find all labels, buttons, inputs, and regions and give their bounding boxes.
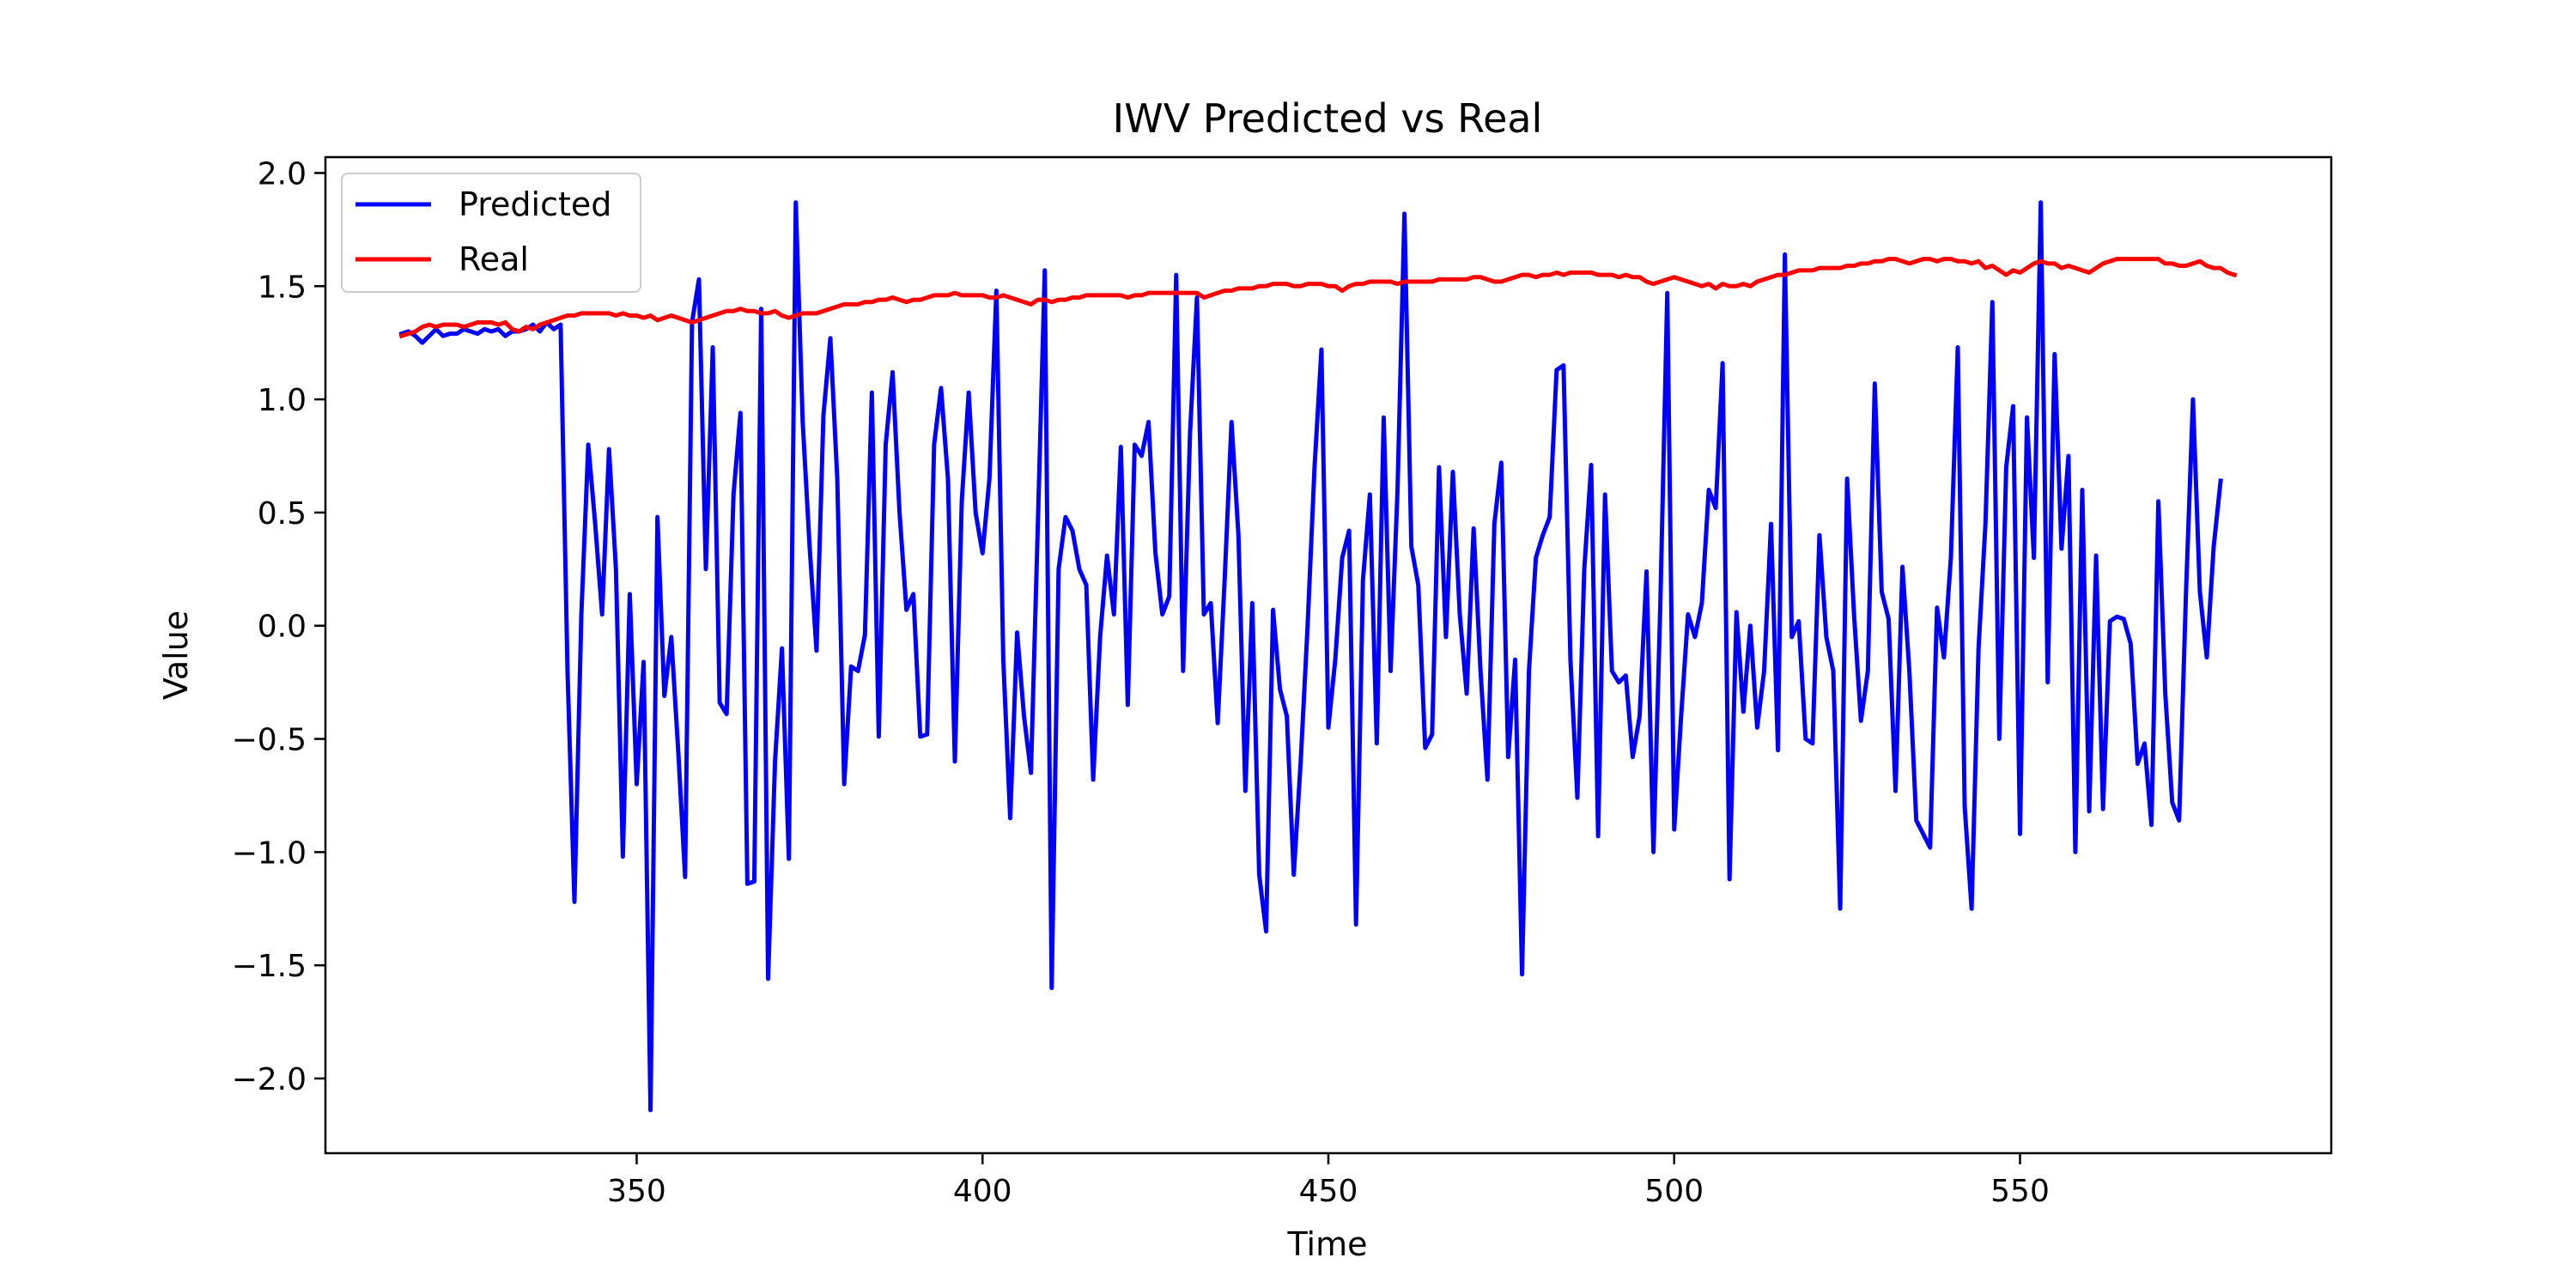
x-axis-title: Time xyxy=(1287,1225,1368,1263)
chart-title: IWV Predicted vs Real xyxy=(1113,95,1543,142)
x-tick-label: 400 xyxy=(953,1174,1012,1209)
series-line-predicted xyxy=(398,200,2223,1113)
y-tick-label: −0.5 xyxy=(232,723,307,758)
legend: Predicted Real xyxy=(341,173,641,293)
y-tick-label: 0.0 xyxy=(258,610,307,645)
y-tick-label: 1.0 xyxy=(258,383,307,418)
y-tick-label: −2.0 xyxy=(232,1062,307,1097)
x-tick-label: 350 xyxy=(607,1174,666,1209)
x-axis: 350 400 450 500 550 xyxy=(607,1153,2050,1209)
y-tick-label: 1.5 xyxy=(258,270,307,305)
series-layer xyxy=(398,200,2238,1113)
x-tick-label: 550 xyxy=(1990,1174,2050,1209)
x-tick-label: 500 xyxy=(1644,1174,1704,1209)
y-tick-label: −1.5 xyxy=(232,949,307,984)
y-tick-label: 0.5 xyxy=(258,496,307,532)
series-line-real xyxy=(398,257,2238,339)
y-axis-title: Value xyxy=(157,611,195,700)
y-tick-label: −1.0 xyxy=(232,835,307,871)
y-tick-label: 2.0 xyxy=(258,156,307,191)
legend-label-real: Real xyxy=(459,240,529,278)
legend-label-predicted: Predicted xyxy=(459,185,611,223)
y-axis: −2.0 −1.5 −1.0 −0.5 0.0 0.5 1.0 1.5 2.0 xyxy=(232,156,325,1097)
x-tick-label: 450 xyxy=(1299,1174,1358,1209)
